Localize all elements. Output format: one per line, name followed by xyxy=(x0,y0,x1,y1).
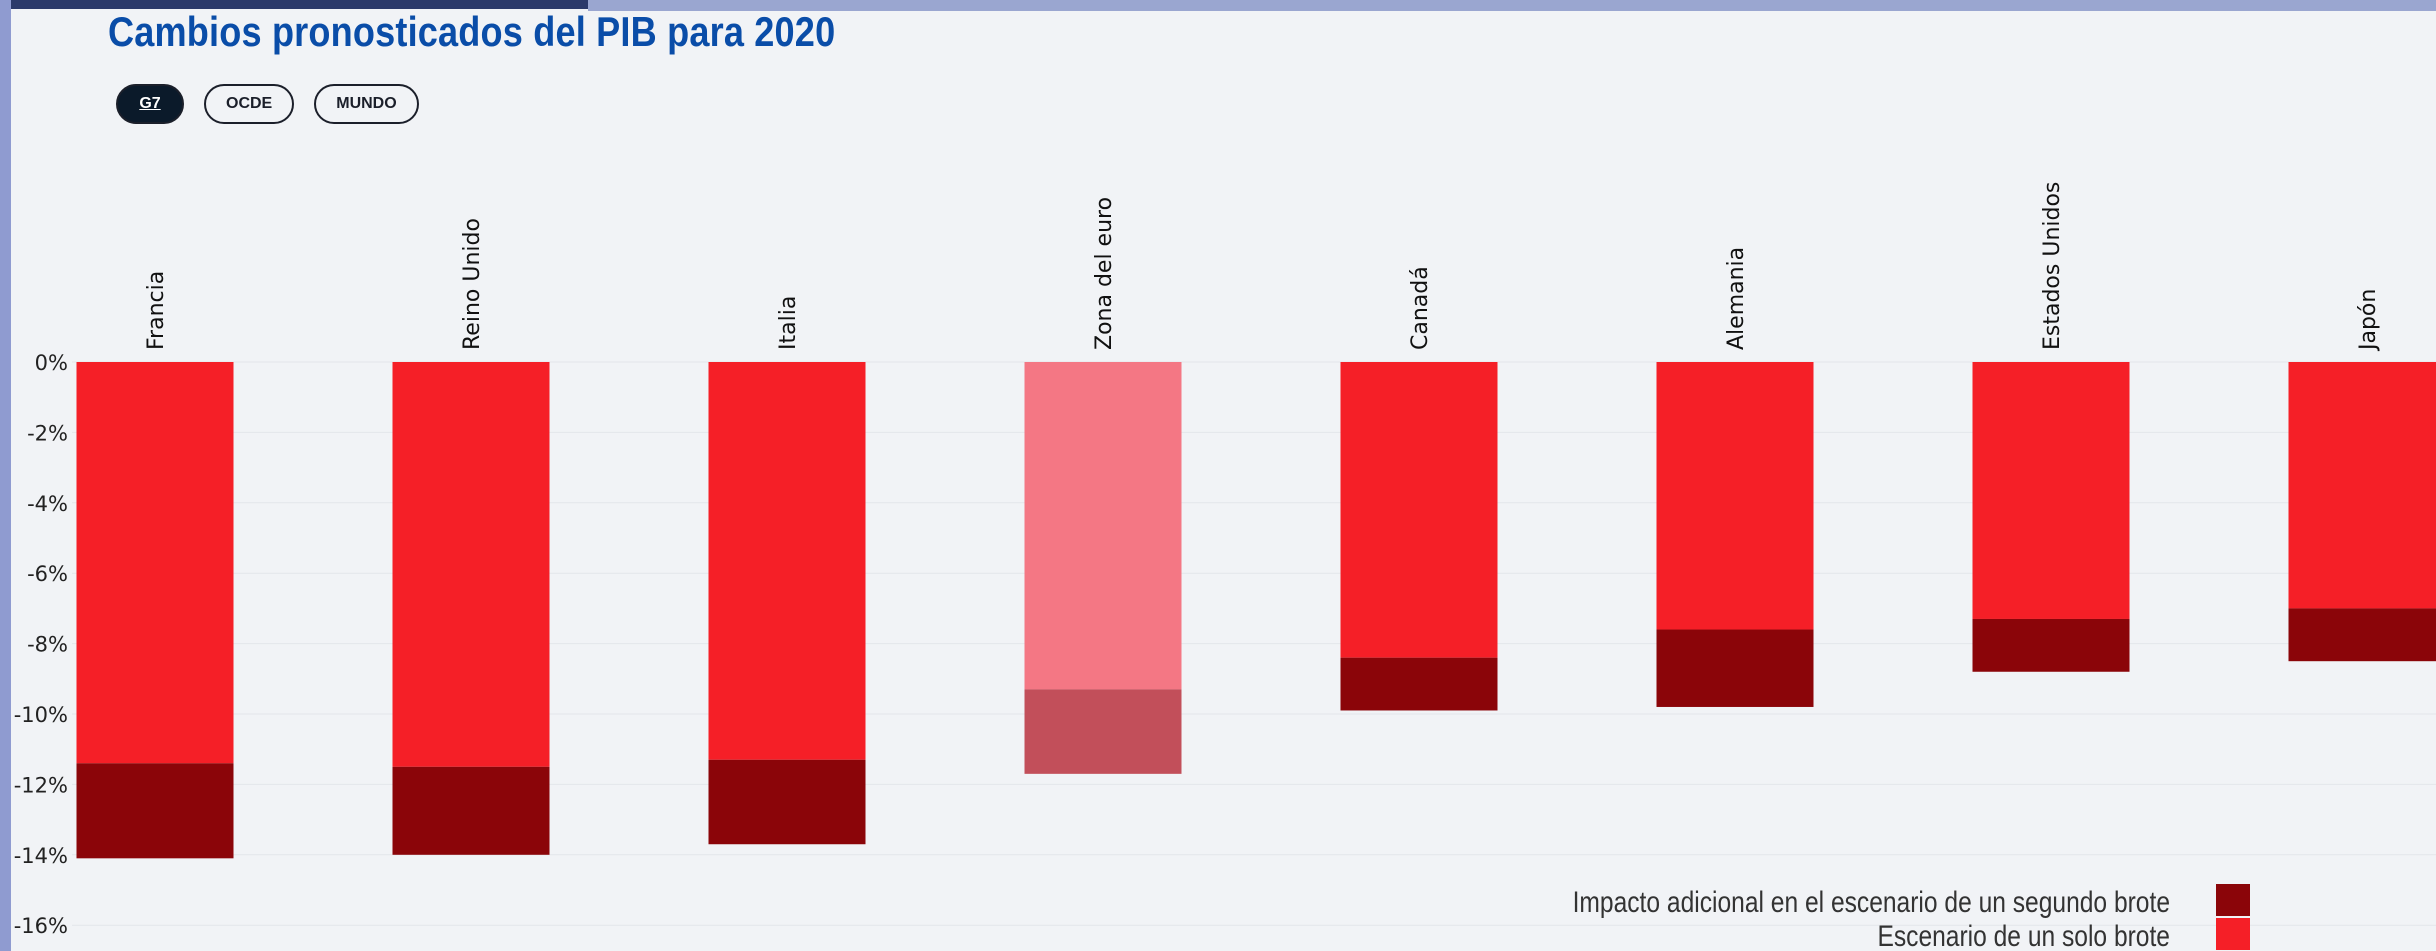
y-tick-label: -14% xyxy=(14,844,68,868)
category-label: Francia xyxy=(144,271,169,350)
bar-additional-impact[interactable] xyxy=(76,763,234,859)
y-tick-label: -4% xyxy=(27,492,68,516)
filter-g7-button[interactable]: G7 xyxy=(116,84,184,124)
y-tick-label: -12% xyxy=(14,773,68,797)
bar-single-outbreak[interactable] xyxy=(1340,362,1498,658)
category-label: Estados Unidos xyxy=(2040,182,2065,350)
bar-single-outbreak[interactable] xyxy=(392,362,550,767)
legend-swatch xyxy=(2216,918,2250,950)
legend-label: Impacto adicional en el escenario de un … xyxy=(1573,885,2170,919)
chart-title: Cambios pronosticados del PIB para 2020 xyxy=(108,8,836,55)
bar-additional-impact[interactable] xyxy=(1340,657,1498,711)
y-tick-label: -10% xyxy=(14,703,68,727)
legend-label: Escenario de un solo brote xyxy=(1877,919,2170,951)
y-tick-label: -8% xyxy=(27,633,68,657)
bar-single-outbreak[interactable] xyxy=(1656,362,1814,630)
bar-single-outbreak[interactable] xyxy=(2288,362,2436,609)
y-tick-label: -16% xyxy=(14,914,68,938)
category-label: Japón xyxy=(2356,289,2381,352)
bar-additional-impact[interactable] xyxy=(708,759,866,845)
bar-single-outbreak[interactable] xyxy=(1972,362,2130,619)
legend-swatch xyxy=(2216,884,2250,916)
bar-additional-impact[interactable] xyxy=(2288,608,2436,662)
category-label: Italia xyxy=(776,296,801,350)
y-tick-label: -6% xyxy=(27,562,68,586)
bar-additional-impact[interactable] xyxy=(1972,618,2130,672)
bar-additional-impact[interactable] xyxy=(392,766,550,855)
window-top-strip-left xyxy=(0,0,588,9)
window-left-strip xyxy=(0,0,11,951)
category-label: Canadá xyxy=(1408,266,1433,350)
bar-single-outbreak[interactable] xyxy=(76,362,234,764)
y-tick-label: 0% xyxy=(35,351,68,375)
bar-single-outbreak[interactable] xyxy=(1024,362,1182,690)
region-filter-group: G7 OCDE MUNDO xyxy=(116,84,419,124)
bar-additional-impact[interactable] xyxy=(1024,689,1182,774)
y-tick-label: -2% xyxy=(27,421,68,445)
category-label: Reino Unido xyxy=(460,218,485,350)
bar-additional-impact[interactable] xyxy=(1656,629,1814,707)
filter-ocde-button[interactable]: OCDE xyxy=(204,84,295,124)
category-label: Zona del euro xyxy=(1092,197,1117,350)
category-label: Alemania xyxy=(1724,247,1749,350)
window-top-strip-right xyxy=(588,0,2436,11)
filter-mundo-button[interactable]: MUNDO xyxy=(314,84,419,124)
bar-single-outbreak[interactable] xyxy=(708,362,866,760)
